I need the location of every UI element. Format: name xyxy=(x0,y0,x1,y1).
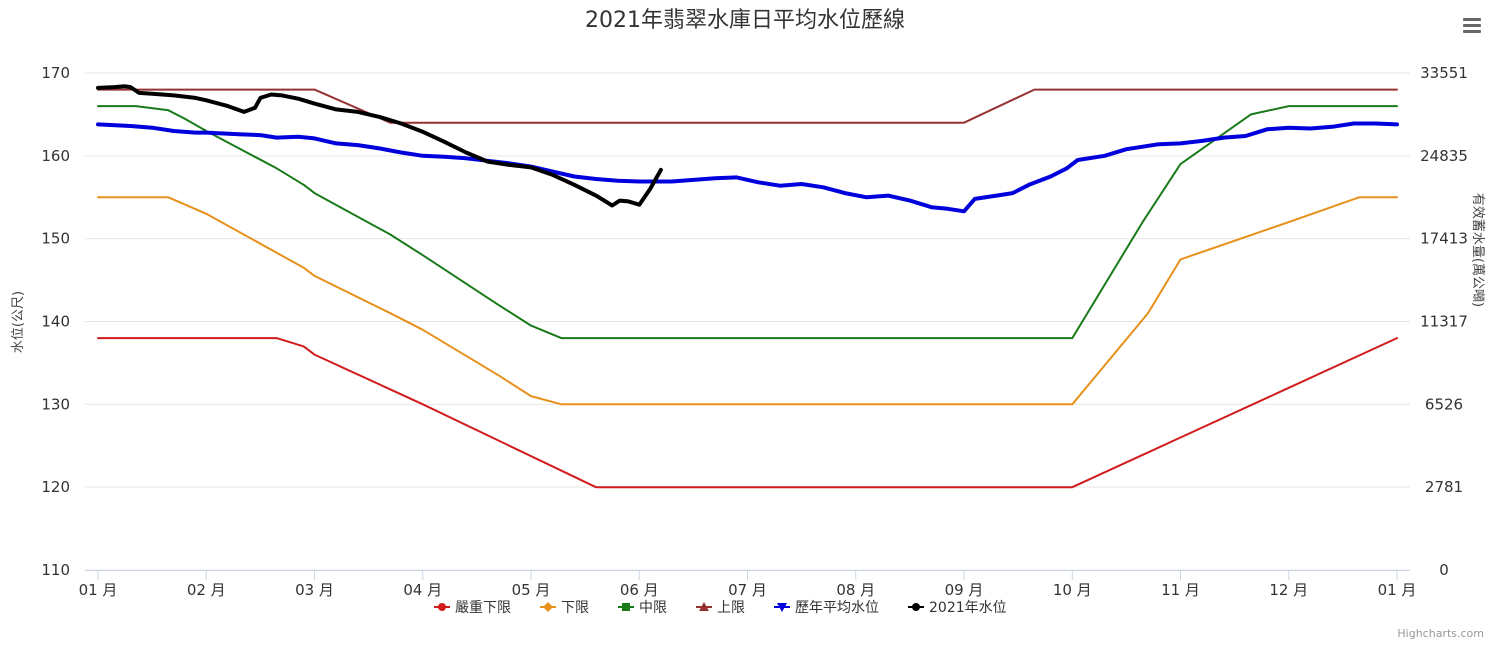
x-tick-label: 04 月 xyxy=(403,581,442,599)
y2-tick-label: 6526 xyxy=(1425,395,1463,413)
x-tick-label: 09 月 xyxy=(945,581,984,599)
legend-label: 歷年平均水位 xyxy=(795,600,879,616)
y-tick-label: 140 xyxy=(41,313,70,331)
legend-label: 下限 xyxy=(561,600,589,616)
x-tick-label: 07 月 xyxy=(728,581,767,599)
legend-item-0[interactable]: 嚴重下限 xyxy=(434,600,511,616)
legend-label: 中限 xyxy=(639,600,667,616)
y2-tick-label: 11317 xyxy=(1420,313,1468,331)
series-line-4[interactable] xyxy=(96,121,1399,214)
x-tick-label: 12 月 xyxy=(1269,581,1308,599)
y-tick-label: 170 xyxy=(41,64,70,82)
x-tick-label: 08 月 xyxy=(836,581,875,599)
credits-link[interactable]: Highcharts.com xyxy=(1397,627,1484,640)
y2-tick-label: 0 xyxy=(1439,561,1449,579)
x-tick-label: 06 月 xyxy=(620,581,659,599)
series-line-1[interactable] xyxy=(97,196,1398,406)
x-tick-label: 03 月 xyxy=(295,581,334,599)
y2-tick-label: 17413 xyxy=(1420,230,1468,248)
legend-label: 2021年水位 xyxy=(929,600,1007,616)
series-line-5[interactable] xyxy=(96,84,663,208)
grid-layer xyxy=(85,72,1410,571)
y-tick-label: 130 xyxy=(41,395,70,413)
legend-marker-triangle-down xyxy=(777,603,787,612)
legend-label: 上限 xyxy=(717,600,745,616)
hamburger-menu-icon[interactable] xyxy=(1459,14,1485,38)
y2-tick-label: 33551 xyxy=(1420,64,1468,82)
y2-tick-label: 24835 xyxy=(1420,147,1468,165)
legend: 嚴重下限 下限 中限 上限 歷年平均水位 2021年水位 xyxy=(434,600,1007,616)
legend-item-5[interactable]: 2021年水位 xyxy=(908,600,1007,616)
series-line-2[interactable] xyxy=(97,105,1398,340)
x-tick-label: 11 月 xyxy=(1161,581,1200,599)
y-tick-label: 120 xyxy=(41,478,70,496)
x-tick-label: 05 月 xyxy=(512,581,551,599)
legend-marker-diamond xyxy=(543,602,553,612)
x-tick-label: 10 月 xyxy=(1053,581,1092,599)
y-axis-title: 水位(公尺) xyxy=(11,291,26,353)
chart-title: 2021年翡翠水庫日平均水位歷線 xyxy=(585,8,905,33)
legend-marker-circle xyxy=(912,603,920,611)
y-tick-label: 150 xyxy=(41,230,70,248)
legend-item-2[interactable]: 中限 xyxy=(618,600,667,616)
axis-layer: 110 120 130 140 150 160 170 33551 24835 17413 1131… xyxy=(41,64,1468,599)
series-line-0[interactable] xyxy=(97,337,1398,489)
series-layer xyxy=(96,84,1399,489)
legend-label: 嚴重下限 xyxy=(455,600,511,616)
y-tick-label: 110 xyxy=(41,561,70,579)
y2-axis-title: 有效蓄水量(萬公噸) xyxy=(1470,193,1485,307)
x-tick-label: 01 月 xyxy=(1378,581,1417,599)
legend-marker-square xyxy=(622,603,630,611)
legend-marker-circle xyxy=(438,603,446,611)
legend-marker-triangle xyxy=(699,602,709,611)
x-tick-label: 02 月 xyxy=(187,581,226,599)
x-tick-label: 01 月 xyxy=(79,581,118,599)
legend-item-1[interactable]: 下限 xyxy=(540,600,589,616)
series-line-3[interactable] xyxy=(97,88,1398,124)
legend-item-4[interactable]: 歷年平均水位 xyxy=(774,600,879,616)
legend-item-3[interactable]: 上限 xyxy=(696,600,745,616)
y-tick-label: 160 xyxy=(41,147,70,165)
y2-tick-label: 2781 xyxy=(1425,478,1463,496)
